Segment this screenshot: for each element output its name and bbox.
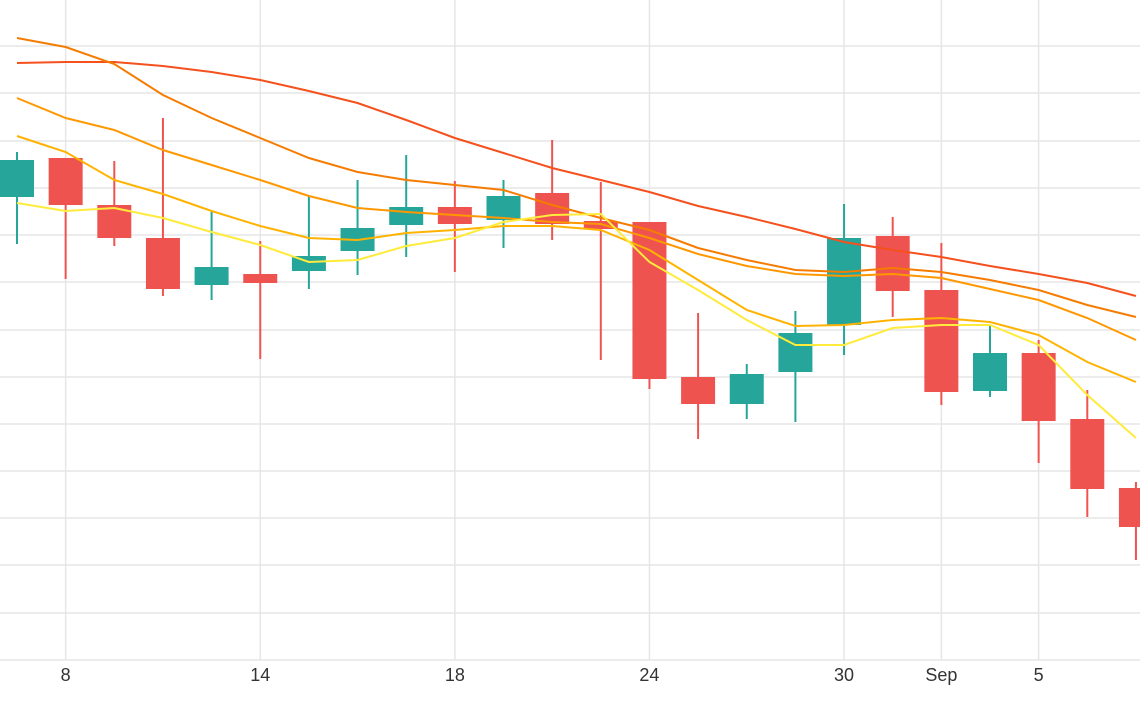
candle-body	[924, 290, 959, 392]
x-tick-label: 8	[61, 665, 71, 685]
candle-body	[0, 160, 34, 197]
candle-body	[632, 222, 667, 379]
x-tick-label: 30	[834, 665, 854, 685]
moving-average-line	[16, 202, 1137, 439]
x-tick-label: 24	[639, 665, 659, 685]
candle-body	[243, 274, 278, 283]
candle-body	[194, 267, 229, 285]
candle-body	[681, 377, 716, 404]
candle-body	[389, 207, 424, 225]
candle-body	[973, 353, 1007, 391]
x-tick-label: 18	[445, 665, 465, 685]
candle-body	[827, 238, 862, 325]
moving-average-line	[16, 61, 1137, 297]
moving-average-line	[16, 97, 1137, 341]
candle-body	[1021, 353, 1056, 421]
candle-body	[1118, 488, 1140, 527]
moving-average-line	[16, 135, 1137, 383]
candle-body	[145, 238, 180, 289]
candle-body	[48, 158, 83, 205]
x-tick-label: Sep	[925, 665, 957, 685]
candle-body	[1070, 419, 1105, 489]
candle-body	[486, 196, 521, 220]
x-tick-label: 14	[250, 665, 270, 685]
candle-body	[875, 236, 910, 291]
moving-average-line	[16, 37, 1137, 318]
x-tick-label: 5	[1034, 665, 1044, 685]
candle-body	[729, 374, 764, 404]
